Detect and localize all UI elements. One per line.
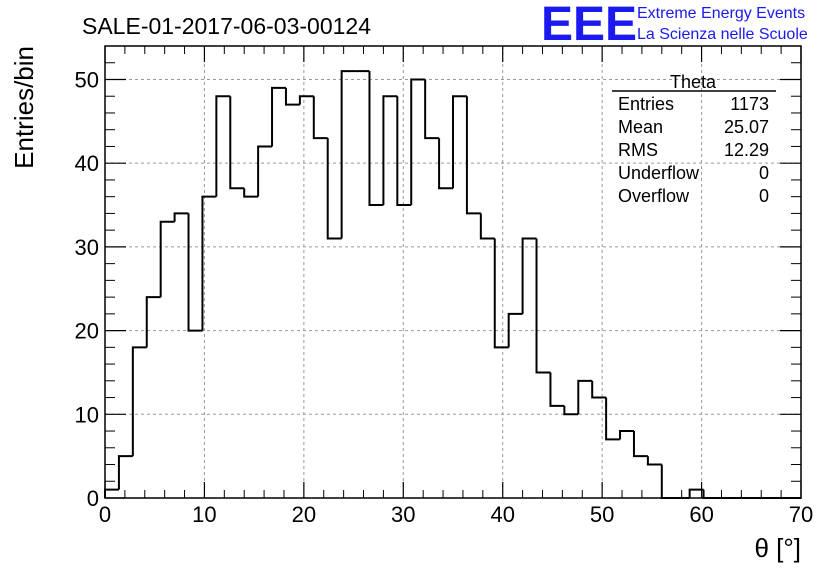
x-axis-label: θ [°] xyxy=(754,533,801,563)
histogram-bin xyxy=(271,86,286,147)
stats-value: 25.07 xyxy=(724,117,769,137)
stats-title: Theta xyxy=(670,72,717,92)
histogram-bin xyxy=(104,488,119,498)
histogram-bin xyxy=(493,238,509,349)
histogram-bin xyxy=(243,188,259,198)
tick-labels: 0 10 20 30 40 50 60 70 0 10 20 30 40 50 xyxy=(75,67,814,527)
y-tick-label: 0 xyxy=(87,486,99,511)
x-tick-label: 50 xyxy=(590,502,614,527)
x-tick-label: 70 xyxy=(789,502,813,527)
x-tick-label: 30 xyxy=(391,502,415,527)
histogram-bin xyxy=(187,213,203,332)
histogram-bin xyxy=(507,312,523,348)
x-tick-label: 60 xyxy=(689,502,713,527)
histogram-bin xyxy=(173,212,189,222)
histogram-bin xyxy=(688,488,704,498)
histogram-series xyxy=(104,70,801,499)
histogram-bin xyxy=(159,220,175,298)
stats-value: 0 xyxy=(759,163,769,183)
histogram-bin xyxy=(660,464,676,499)
stats-label: Overflow xyxy=(618,186,690,206)
stats-box: Theta Entries 1173 Mean 25.07 RMS 12.29 Underf… xyxy=(612,72,776,206)
histogram-bin xyxy=(424,79,440,140)
eee-logo: EEE Extreme Energy Events La Scienza nel… xyxy=(541,0,808,51)
stats-label: Entries xyxy=(618,94,674,114)
histogram-bin xyxy=(131,346,147,457)
histogram-bin xyxy=(382,95,398,206)
histogram-bin xyxy=(479,213,495,240)
histogram-bin xyxy=(632,431,648,458)
histogram-bin xyxy=(452,95,467,189)
histogram-bin xyxy=(340,70,356,239)
histogram-bin xyxy=(215,95,231,197)
histogram-bin xyxy=(312,96,328,140)
axis-ticks xyxy=(104,45,802,499)
logo-line1: Extreme Energy Events xyxy=(637,5,805,22)
stats-label: Underflow xyxy=(618,163,700,183)
histogram-bin xyxy=(326,138,342,240)
histogram-bin xyxy=(646,456,662,466)
histogram-bin xyxy=(521,237,537,314)
histogram-bin xyxy=(201,195,217,331)
y-tick-label: 30 xyxy=(75,235,99,260)
stats-label: Mean xyxy=(618,117,663,137)
stats-value: 0 xyxy=(759,186,769,206)
x-tick-label: 20 xyxy=(292,502,316,527)
stats-label: RMS xyxy=(618,140,658,160)
histogram-bin xyxy=(229,96,245,190)
histogram-bin xyxy=(396,96,412,207)
y-axis-label: Entries/bin xyxy=(9,46,39,169)
histogram-bin xyxy=(284,87,300,106)
histogram-bin xyxy=(605,397,621,441)
histogram-bin xyxy=(257,145,273,197)
x-tick-label: 40 xyxy=(490,502,514,527)
histogram-bin xyxy=(465,96,481,215)
histogram-bin xyxy=(438,138,453,190)
histogram-bin xyxy=(619,430,634,440)
histogram-bin xyxy=(117,455,133,490)
plot-frame xyxy=(104,45,802,499)
histogram-bin xyxy=(702,489,718,499)
histogram-bin xyxy=(368,71,384,207)
histogram-bin xyxy=(577,379,593,415)
y-tick-label: 10 xyxy=(75,402,99,427)
histogram-bin xyxy=(563,405,579,416)
histogram-bin xyxy=(410,78,426,206)
y-tick-label: 40 xyxy=(75,151,99,176)
histogram-bin xyxy=(549,372,565,407)
x-tick-label: 10 xyxy=(192,502,216,527)
x-tick-label: 0 xyxy=(99,502,111,527)
y-tick-label: 20 xyxy=(75,319,99,344)
y-tick-label: 50 xyxy=(75,67,99,92)
histogram-bin xyxy=(535,238,551,374)
logo-mark: EEE xyxy=(541,0,637,51)
logo-line2: La Scienza nelle Scuole xyxy=(637,26,808,43)
histogram-bin xyxy=(298,95,314,105)
histogram-bin xyxy=(145,296,161,348)
chart-title: SALE-01-2017-06-03-00124 xyxy=(82,13,371,39)
stats-value: 12.29 xyxy=(724,140,769,160)
histogram-bin xyxy=(591,380,607,399)
stats-value: 1173 xyxy=(730,94,769,114)
